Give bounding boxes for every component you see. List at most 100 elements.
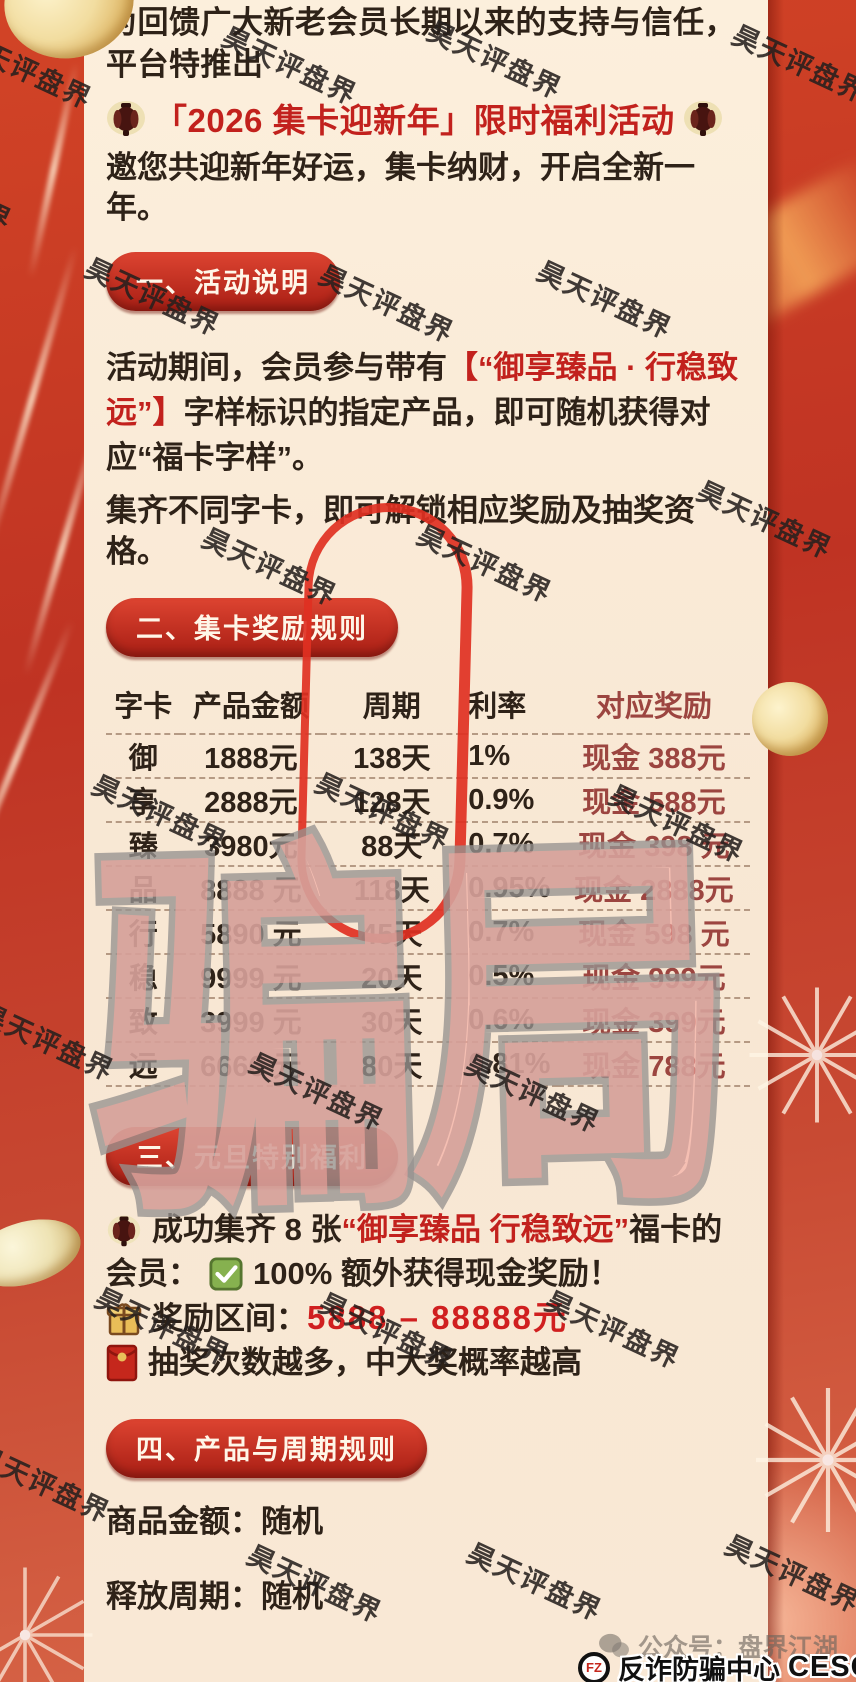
cell-rate: 0.7% [462,822,558,867]
table-row: 远 6666 元 80天 0.81% 现金 788元 [106,1042,750,1087]
antifraud-center-text: 反诈防骗中心 [618,1655,780,1682]
column-header: 字卡 [106,681,181,735]
cell-rate: 0.6% [462,998,558,1043]
reward-table-header-row: 字卡 产品金额 周期 利率 对应奖励 [106,681,750,735]
check-icon [209,1257,243,1291]
lottery-odds-text: 抽奖次数越多，中大奖概率越高 [148,1345,582,1380]
table-row: 御 1888元 138天 1% 现金 388元 [106,734,750,779]
cell-card-character: 稳 [106,954,181,999]
wechat-account-credit: 公众号：盘界江湖 [598,1628,838,1664]
cell-period: 45天 [321,910,463,955]
section-heading-4: 四、产品与周期规则 [106,1419,427,1478]
firework-streak [0,245,79,555]
cell-reward: 现金 598 元 [557,910,750,955]
campaign-title: 「2026 集卡迎新年」限时福利活动 [154,102,675,139]
cell-rate: 0.5% [462,954,558,999]
table-row: 品 8888 元 118天 0.95% 现金 2888元 [106,866,750,911]
cell-card-character: 远 [106,1042,181,1087]
cell-product-amount: 5890 元 [180,910,322,955]
watermark-text: 昊天评盘界 [0,148,17,237]
table-row: 稳 9999 元 20天 0.5% 现金 999元 [106,954,750,999]
product-series-name: 【“御享臻品 · 行稳致远”】 [106,350,739,430]
gold-coin [752,682,828,756]
campaign-subtitle: 邀您共迎新年好运，集卡纳财，开启全新一年。 [106,150,695,225]
cell-card-character: 臻 [106,822,181,867]
cell-card-character: 行 [106,910,181,955]
scam-stamp: 骗局 [79,799,736,1265]
table-row: 臻 3980元 88天 0.7% 现金 398 元 [106,822,750,867]
member-bonus-text: 100% 额外获得现金奖励！ [253,1256,620,1291]
range-value: 5888 – 88888元 [307,1299,568,1336]
cell-product-amount: 2888元 [180,778,322,823]
range-label: 奖励区间： [152,1301,307,1336]
cell-card-character: 享 [106,778,181,823]
lantern-icon [107,1215,141,1247]
cell-period: 80天 [321,1042,463,1087]
cell-rate: 0.9% [462,778,558,823]
release-period-rule: 释放周期：随机 [106,1579,323,1614]
cell-card-character: 致 [106,998,181,1043]
lantern-icon [683,101,722,136]
cell-card-character: 品 [106,866,181,911]
lantern-icon [107,101,145,136]
cell-product-amount: 8888 元 [180,866,322,911]
cell-reward: 现金 2888元 [557,866,750,911]
reward-table-body: 御 1888元 138天 1% 现金 388元 享 2888元 128天 0.9… [106,734,750,1087]
cell-product-amount: 6666 元 [180,1042,322,1087]
bonus-line-member: 会员： 100% 额外获得现金奖励！ [106,1252,750,1296]
cell-reward: 现金 788元 [557,1042,750,1087]
campaign-title-row: 「2026 集卡迎新年」限时福利活动 [106,94,750,142]
cell-rate: 0.95% [462,866,558,911]
antifraud-credit: FZ 反诈防骗中心 CESC.CC [578,1648,856,1682]
collect-line-text: 成功集齐 8 张“御享臻品 行稳致远”福卡的 [152,1208,722,1252]
antifraud-site-text: CESC.CC [788,1651,856,1682]
cell-product-amount: 3980元 [180,822,322,867]
cell-period: 30天 [321,998,463,1043]
cell-rate: 1% [462,734,558,779]
section-heading-3: 三、元旦特别福利 [106,1127,398,1186]
collect-rule-text: 集齐不同字卡，即可解锁相应奖励及抽奖资格。 [106,493,695,569]
cell-rate: 0.7% [462,910,558,955]
firework-burst-icon [756,1388,856,1532]
range-line-text: 奖励区间：5888 – 88888元 [152,1296,568,1341]
cell-period: 20天 [321,954,463,999]
intro-text: 为回馈广大新老会员长期以来的支持与信任，平台特推出 [106,5,736,82]
cell-card-character: 御 [106,734,181,779]
wechat-account-text: 公众号：盘界江湖 [638,1634,839,1662]
cell-product-amount: 3999 元 [180,998,322,1043]
bonus-line-lottery: 抽奖次数越多，中大奖概率越高 [106,1341,750,1385]
firework-burst-icon [749,987,856,1123]
cell-period: 128天 [321,778,463,823]
content-panel: 为回馈广大新老会员长期以来的支持与信任，平台特推出 「2026 集卡迎新年」限时… [84,0,784,1682]
activity-desc-seg3: 字样标识的指定产品，即可随机获得对应“福卡字样”。 [106,395,711,475]
cell-reward: 现金 388元 [557,734,750,779]
column-header: 周期 [321,681,463,735]
cell-period: 88天 [321,822,463,867]
cell-product-amount: 9999 元 [180,954,322,999]
collect-post: 福卡的 [629,1212,723,1247]
cell-reward: 现金 398 元 [557,822,750,867]
firework-streak [0,619,75,901]
member-label: 会员： [106,1256,199,1291]
cell-period: 138天 [321,734,463,779]
section-heading-1: 一、活动说明 [106,252,340,311]
cell-product-amount: 1888元 [180,734,322,779]
activity-description: 活动期间，会员参与带有【“御享臻品 · 行稳致远”】字样标识的指定产品，即可随机… [106,345,750,480]
product-amount-rule: 商品金额：随机 [106,1504,323,1539]
column-header: 利率 [462,681,558,735]
bonus-line-collect: 成功集齐 8 张“御享臻品 行稳致远”福卡的 [106,1208,750,1252]
column-header: 对应奖励 [557,681,750,735]
cell-period: 118天 [321,866,463,911]
collect-series-red: “御享臻品 行稳致远” [341,1212,630,1247]
firework-burst-icon [0,1567,93,1682]
cell-rate: 0.81% [462,1042,558,1087]
antifraud-logo: FZ [578,1651,610,1682]
cell-reward: 现金 588元 [557,778,750,823]
column-header: 产品金额 [180,681,322,735]
bonus-line-range: 奖励区间：5888 – 88888元 [106,1296,750,1341]
table-row: 享 2888元 128天 0.9% 现金 588元 [106,778,750,823]
section-heading-2: 二、集卡奖励规则 [106,598,398,657]
red-envelope-icon [106,1344,138,1382]
wechat-icon [599,1633,629,1658]
